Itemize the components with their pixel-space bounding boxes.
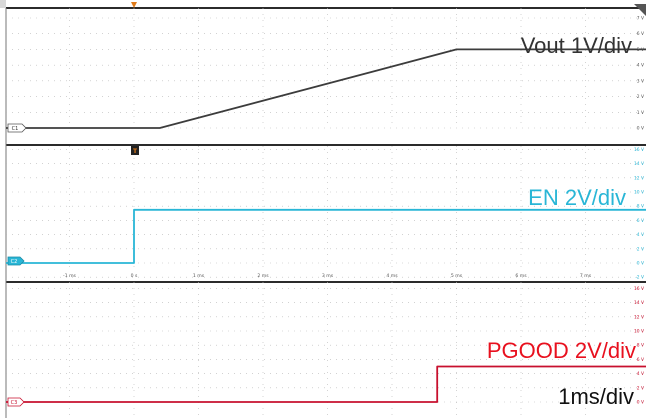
ch2-marker-label: C2 [11, 259, 18, 265]
y-tick-label: 6 V [637, 218, 644, 224]
pgood-channel-label: PGOOD 2V/div [487, 338, 636, 363]
tick-labels: 7 V 6 V 5 V 4 V 3 V 2 V 1 V 0 V 16 V 14 V 12 V 10 V… [63, 16, 644, 406]
x-tick-label: 0 s [131, 273, 138, 279]
x-tick-label: 2 ms [257, 273, 269, 279]
x-tick-label: 3 ms [322, 273, 334, 279]
y-tick-label: 3 V [637, 78, 644, 84]
y-tick-label: 5 V [637, 47, 644, 53]
y-tick-label: 12 V [634, 175, 644, 181]
trigger-marker: T [131, 146, 139, 155]
traces [6, 48, 646, 403]
y-tick-label: 2 V [637, 385, 644, 391]
y-tick-label: 16 V [634, 147, 644, 153]
y-tick-label: 1 V [637, 110, 644, 116]
y-tick-label: 6 V [637, 357, 644, 363]
trigger-marker-label: T [133, 148, 138, 155]
trace-vout [6, 48, 646, 129]
ch3-marker-label: C3 [11, 400, 18, 406]
y-tick-label: 4 V [637, 232, 644, 238]
trace-pgood [6, 365, 646, 403]
y-tick-label: 16 V [634, 286, 644, 292]
y-tick-label: 10 V [634, 190, 644, 196]
ch1-marker-label: C1 [12, 126, 19, 132]
x-tick-label: 6 ms [515, 273, 527, 279]
y-tick-label: 14 V [634, 300, 644, 306]
vout-channel-label: Vout 1V/div [521, 33, 632, 58]
y-tick-label: 0 V [637, 261, 644, 267]
x-tick-label: 7 ms [580, 273, 592, 279]
x-tick-label: 4 ms [386, 273, 398, 279]
y-tick-label: 12 V [634, 314, 644, 320]
y-tick-label: 4 V [637, 371, 644, 377]
y-tick-label: 0 V [637, 400, 644, 406]
y-tick-label: -2 V [635, 275, 644, 281]
ch2-ground-marker: C2 [7, 256, 25, 266]
en-channel-label: EN 2V/div [528, 185, 626, 210]
y-tick-label: 2 V [637, 94, 644, 100]
x-tick-label: 5 ms [451, 273, 463, 279]
x-tick-label: -1 ms [63, 273, 77, 279]
y-tick-label: 8 V [637, 204, 644, 210]
top-left-notch [0, 0, 6, 8]
timebase-label: 1ms/div [558, 384, 634, 409]
y-tick-label: 10 V [634, 329, 644, 335]
y-tick-label: 7 V [637, 16, 644, 22]
ch3-ground-marker: C3 [7, 397, 25, 407]
trace-en [6, 208, 646, 264]
ch1-ground-marker: C1 [7, 123, 27, 133]
corner-flag-icon [634, 4, 646, 16]
x-tick-label: 1 ms [193, 273, 205, 279]
grid [6, 8, 646, 418]
y-tick-label: 2 V [637, 246, 644, 252]
y-tick-label: 0 V [637, 126, 644, 132]
y-tick-label: 8 V [637, 343, 644, 349]
y-tick-label: 4 V [637, 63, 644, 69]
trigger-position-marker [131, 2, 137, 8]
y-tick-label: 14 V [634, 161, 644, 167]
y-tick-label: 6 V [637, 31, 644, 37]
